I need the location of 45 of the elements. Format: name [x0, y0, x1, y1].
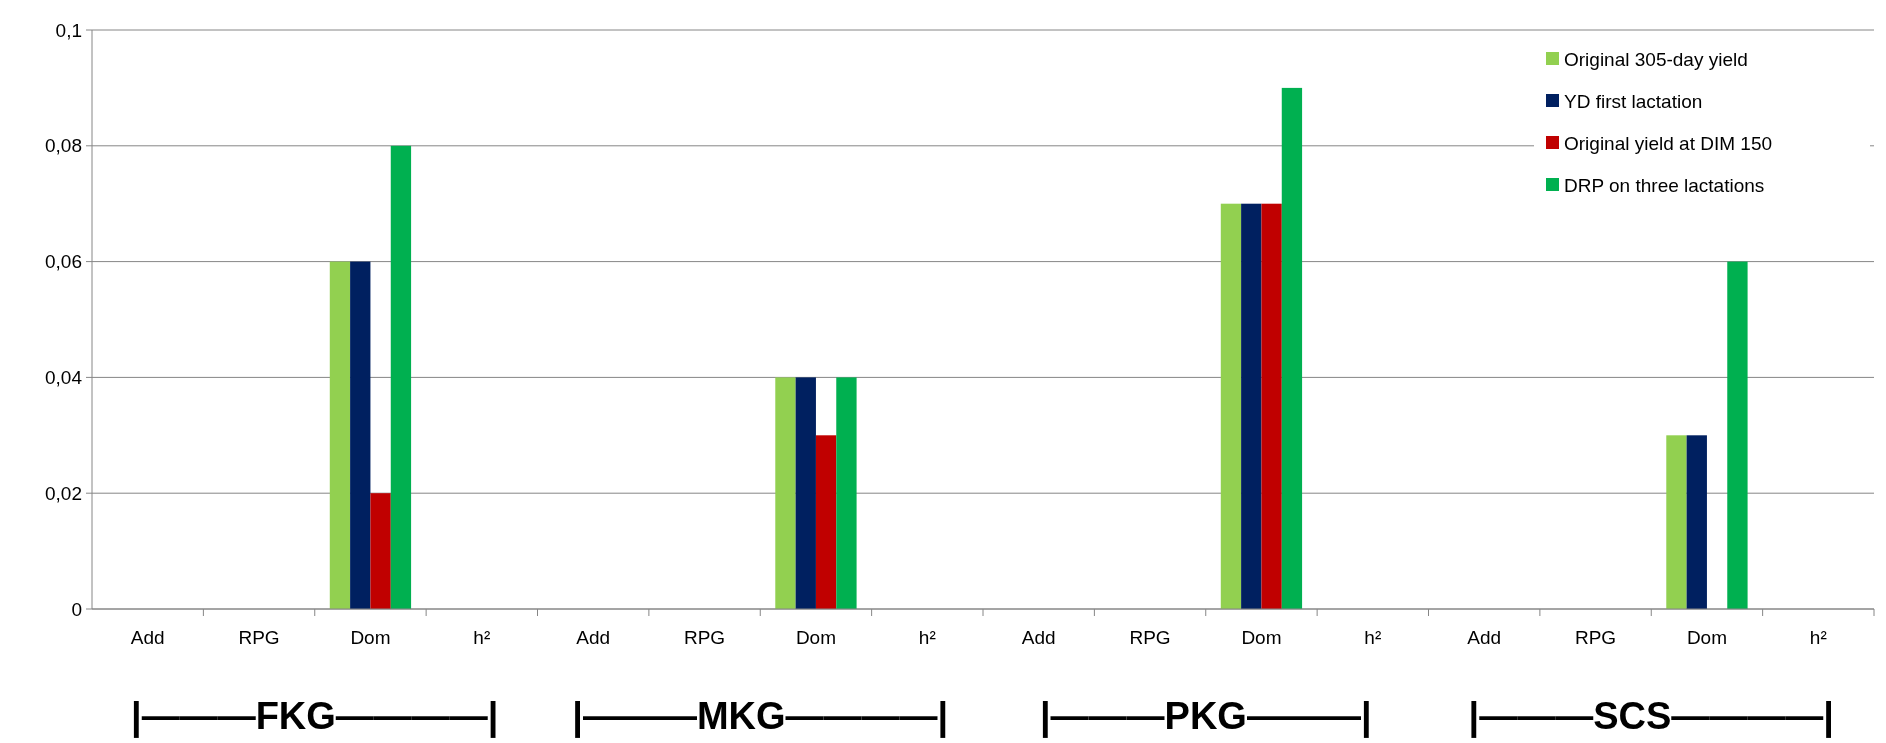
bar [1686, 435, 1707, 609]
x-tick-label: h² [918, 627, 936, 648]
x-tick-label: Add [130, 627, 165, 648]
y-tick-label: 0,04 [45, 367, 83, 389]
bar [836, 377, 857, 609]
bar [1727, 261, 1748, 609]
bar [370, 493, 391, 609]
y-tick-label: 0,08 [45, 135, 82, 157]
legend-label: Original 305-day yield [1564, 48, 1748, 70]
x-tick-label: Dom [1686, 627, 1727, 648]
x-tick-label: Add [1467, 627, 1502, 648]
bar [815, 435, 837, 609]
x-tick-label: Add [1021, 627, 1056, 648]
text: |———MKG————| [572, 695, 949, 738]
bar [1281, 87, 1303, 609]
bar [795, 377, 816, 609]
y-tick-label: 0,02 [45, 482, 82, 504]
bar [1241, 203, 1262, 609]
x-tick-label: Add [576, 627, 611, 648]
x-tick-label: RPG [683, 627, 726, 648]
bar [1220, 203, 1242, 609]
text: |———SCS————| [1468, 695, 1834, 738]
bar [1261, 203, 1282, 609]
y-tick-label: 0,1 [55, 19, 82, 41]
x-tick-label: RPG [1129, 627, 1171, 648]
x-tick-label: Dom [1241, 627, 1282, 648]
y-tick-label: 0 [71, 598, 82, 620]
x-tick-label: h² [473, 627, 491, 648]
bar [775, 377, 796, 609]
x-tick-label: RPG [238, 627, 280, 648]
bar [329, 261, 351, 609]
legend-label: DRP on three lactations [1564, 174, 1765, 196]
x-tick-label: Dom [795, 627, 836, 648]
x-tick-label: RPG [1574, 627, 1617, 648]
bar [350, 261, 371, 609]
x-tick-label: Dom [350, 627, 391, 648]
y-tick-label: 0,06 [45, 251, 82, 273]
x-tick-label: h² [1364, 627, 1382, 648]
text: |———FKG————| [131, 695, 499, 738]
bar [390, 145, 412, 609]
text: |———PKG———| [1039, 695, 1372, 738]
legend-label: YD first lactation [1564, 90, 1703, 112]
x-tick-label: h² [1809, 627, 1827, 648]
bar [1666, 435, 1687, 609]
legend-label: Original yield at DIM 150 [1564, 132, 1773, 154]
